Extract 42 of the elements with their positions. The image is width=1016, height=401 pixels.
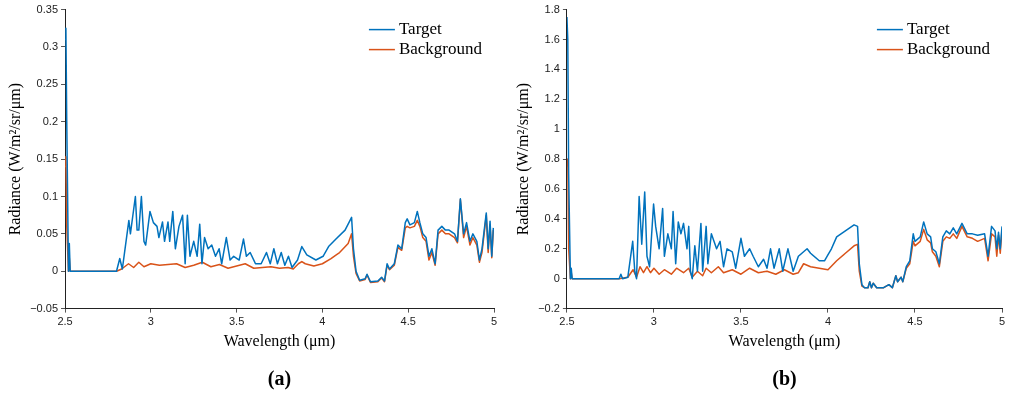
- y-tick-label: 1.4: [544, 62, 560, 75]
- x-tick-label: 3.5: [228, 315, 245, 328]
- x-axis-title: Wavelength (μm): [728, 331, 841, 350]
- x-tick-label: 2.5: [57, 315, 73, 328]
- x-tick-label: 5: [490, 315, 498, 328]
- y-tick-label: 1.8: [544, 2, 560, 15]
- y-tick-label: 0.25: [36, 77, 59, 90]
- y-tick-label: −0.2: [538, 301, 560, 314]
- legend-label: Background: [398, 39, 483, 59]
- x-axis-title: Wavelength (μm): [223, 331, 336, 350]
- legend-label: Target: [398, 19, 443, 39]
- x-tick-label: 4.5: [400, 315, 416, 328]
- y-tick-label: 0: [51, 264, 59, 277]
- y-tick-label: 0.3: [42, 40, 59, 53]
- x-tick-label: 4: [824, 315, 832, 328]
- x-tick-label: 2.5: [559, 315, 575, 328]
- x-tick-label: 4: [319, 315, 326, 328]
- y-tick-label: 0.4: [544, 211, 560, 224]
- legend-label: Target: [906, 19, 951, 39]
- x-tick-label: 3: [650, 315, 657, 328]
- x-tick-label: 3: [147, 315, 154, 328]
- y-tick-label: 1: [553, 122, 560, 135]
- y-axis-title: Radiance (W/m²/sr/μm): [5, 82, 24, 236]
- y-tick-label: 0.2: [42, 114, 59, 127]
- y-tick-label: 0.1: [42, 189, 59, 202]
- y-tick-label: 0.8: [544, 152, 560, 165]
- x-tick-label: 4.5: [907, 315, 923, 328]
- y-tick-label: −0.05: [30, 301, 59, 314]
- y-tick-label: 0.35: [36, 2, 59, 15]
- y-tick-label: 0.05: [36, 226, 59, 239]
- y-tick-label: 1.6: [544, 32, 560, 45]
- legend-label: Background: [906, 39, 991, 59]
- x-tick-label: 5: [998, 315, 1006, 328]
- y-tick-label: 0.6: [544, 182, 560, 195]
- x-tick-label: 3.5: [733, 315, 749, 328]
- y-tick-label: 1.2: [544, 92, 560, 105]
- text: (b): [772, 367, 797, 391]
- y-axis-title: Radiance (W/m²/sr/μm): [513, 82, 532, 236]
- y-tick-label: 0.15: [36, 152, 59, 165]
- text: (a): [267, 367, 292, 391]
- y-tick-label: 0.2: [544, 241, 560, 254]
- y-tick-label: 0: [553, 271, 560, 284]
